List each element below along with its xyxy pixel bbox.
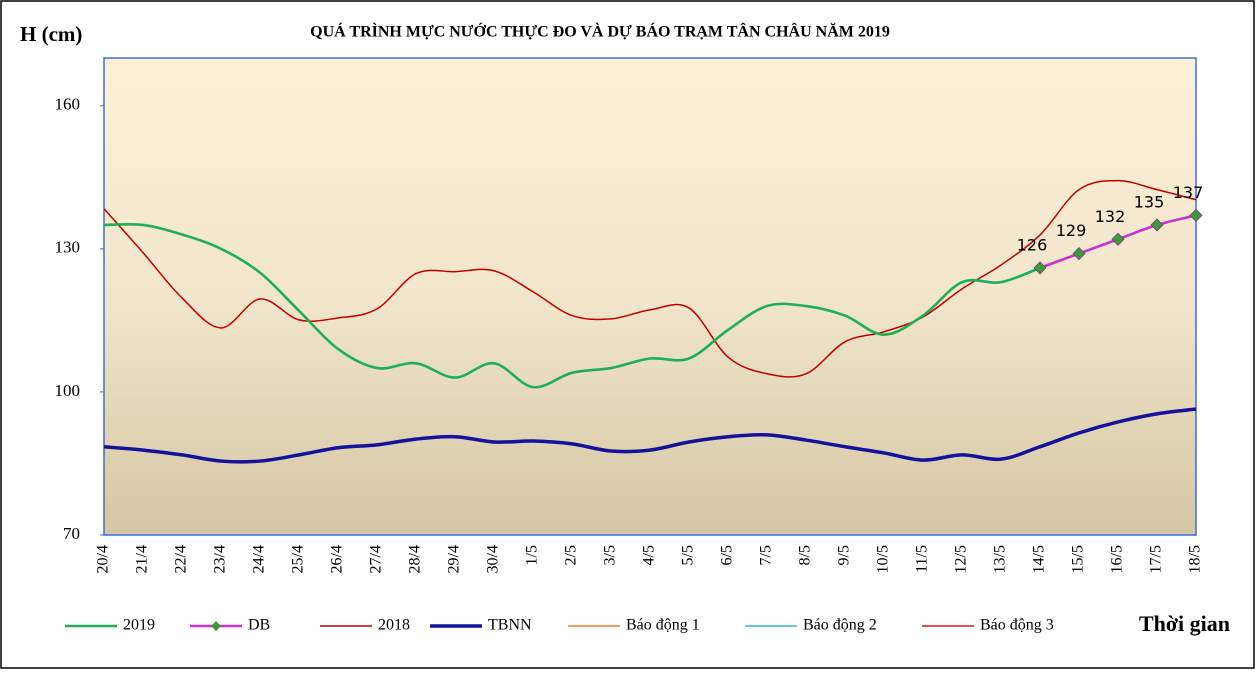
data-label: 135 bbox=[1134, 192, 1165, 211]
y-tick-label: 70 bbox=[63, 524, 80, 543]
x-tick-label: 21/4 bbox=[134, 545, 151, 573]
x-tick-label: 20/4 bbox=[95, 545, 112, 573]
x-tick-label: 24/4 bbox=[251, 545, 268, 573]
x-tick-label: 2/5 bbox=[563, 545, 580, 565]
x-tick-label: 27/4 bbox=[368, 545, 385, 573]
x-tick-label: 11/5 bbox=[914, 545, 931, 573]
data-point bbox=[1072, 247, 1086, 261]
x-tick-label: 23/4 bbox=[212, 545, 229, 573]
legend-label: Báo động 2 bbox=[803, 617, 877, 634]
data-point bbox=[1111, 232, 1125, 246]
x-tick-label: 5/5 bbox=[680, 545, 697, 565]
y-tick-label: 100 bbox=[55, 381, 81, 400]
legend-label: Báo động 3 bbox=[980, 617, 1054, 634]
legend-label: 2018 bbox=[378, 617, 410, 634]
x-tick-label: 6/5 bbox=[719, 545, 736, 565]
x-tick-label: 28/4 bbox=[407, 545, 424, 573]
data-label: 137 bbox=[1173, 183, 1204, 202]
legend-marker bbox=[211, 621, 221, 631]
y-tick-label: 130 bbox=[55, 238, 81, 257]
legend-label: TBNN bbox=[488, 617, 532, 634]
x-tick-label: 16/5 bbox=[1109, 545, 1126, 573]
x-tick-label: 18/5 bbox=[1187, 545, 1204, 573]
data-point bbox=[1033, 261, 1047, 275]
x-tick-label: 4/5 bbox=[641, 545, 658, 565]
x-axis-label: Thời gian bbox=[1139, 611, 1230, 636]
x-tick-label: 9/5 bbox=[836, 545, 853, 565]
x-tick-label: 8/5 bbox=[797, 545, 814, 565]
series-line bbox=[103, 407, 1197, 464]
data-label: 132 bbox=[1095, 207, 1126, 226]
x-tick-label: 14/5 bbox=[1031, 545, 1048, 573]
legend-label: 2019 bbox=[123, 617, 155, 634]
series-line bbox=[103, 179, 1197, 378]
y-tick-label: 160 bbox=[55, 95, 81, 114]
chart-title: QUÁ TRÌNH MỰC NƯỚC THỰC ĐO VÀ DỰ BÁO TRẠ… bbox=[310, 22, 890, 41]
data-point bbox=[1189, 208, 1203, 222]
x-tick-label: 12/5 bbox=[953, 545, 970, 573]
x-tick-label: 30/4 bbox=[485, 545, 502, 573]
plot-area bbox=[103, 57, 1197, 536]
x-tick-label: 3/5 bbox=[602, 545, 619, 565]
x-tick-label: 10/5 bbox=[875, 545, 892, 573]
legend-label: Báo động 1 bbox=[626, 617, 700, 634]
y-axis-label: H (cm) bbox=[20, 22, 82, 46]
data-point bbox=[1150, 218, 1164, 232]
x-tick-label: 1/5 bbox=[524, 545, 541, 565]
legend-label: DB bbox=[248, 617, 270, 634]
x-tick-label: 17/5 bbox=[1148, 545, 1165, 573]
x-tick-label: 25/4 bbox=[290, 545, 307, 573]
x-tick-label: 7/5 bbox=[758, 545, 775, 565]
data-label: 129 bbox=[1056, 221, 1087, 240]
x-tick-label: 13/5 bbox=[992, 545, 1009, 573]
x-tick-label: 15/5 bbox=[1070, 545, 1087, 573]
x-tick-label: 26/4 bbox=[329, 545, 346, 573]
x-tick-label: 29/4 bbox=[446, 545, 463, 573]
data-label: 126 bbox=[1017, 235, 1048, 254]
series-line bbox=[103, 222, 1041, 389]
x-tick-label: 22/4 bbox=[173, 545, 190, 573]
